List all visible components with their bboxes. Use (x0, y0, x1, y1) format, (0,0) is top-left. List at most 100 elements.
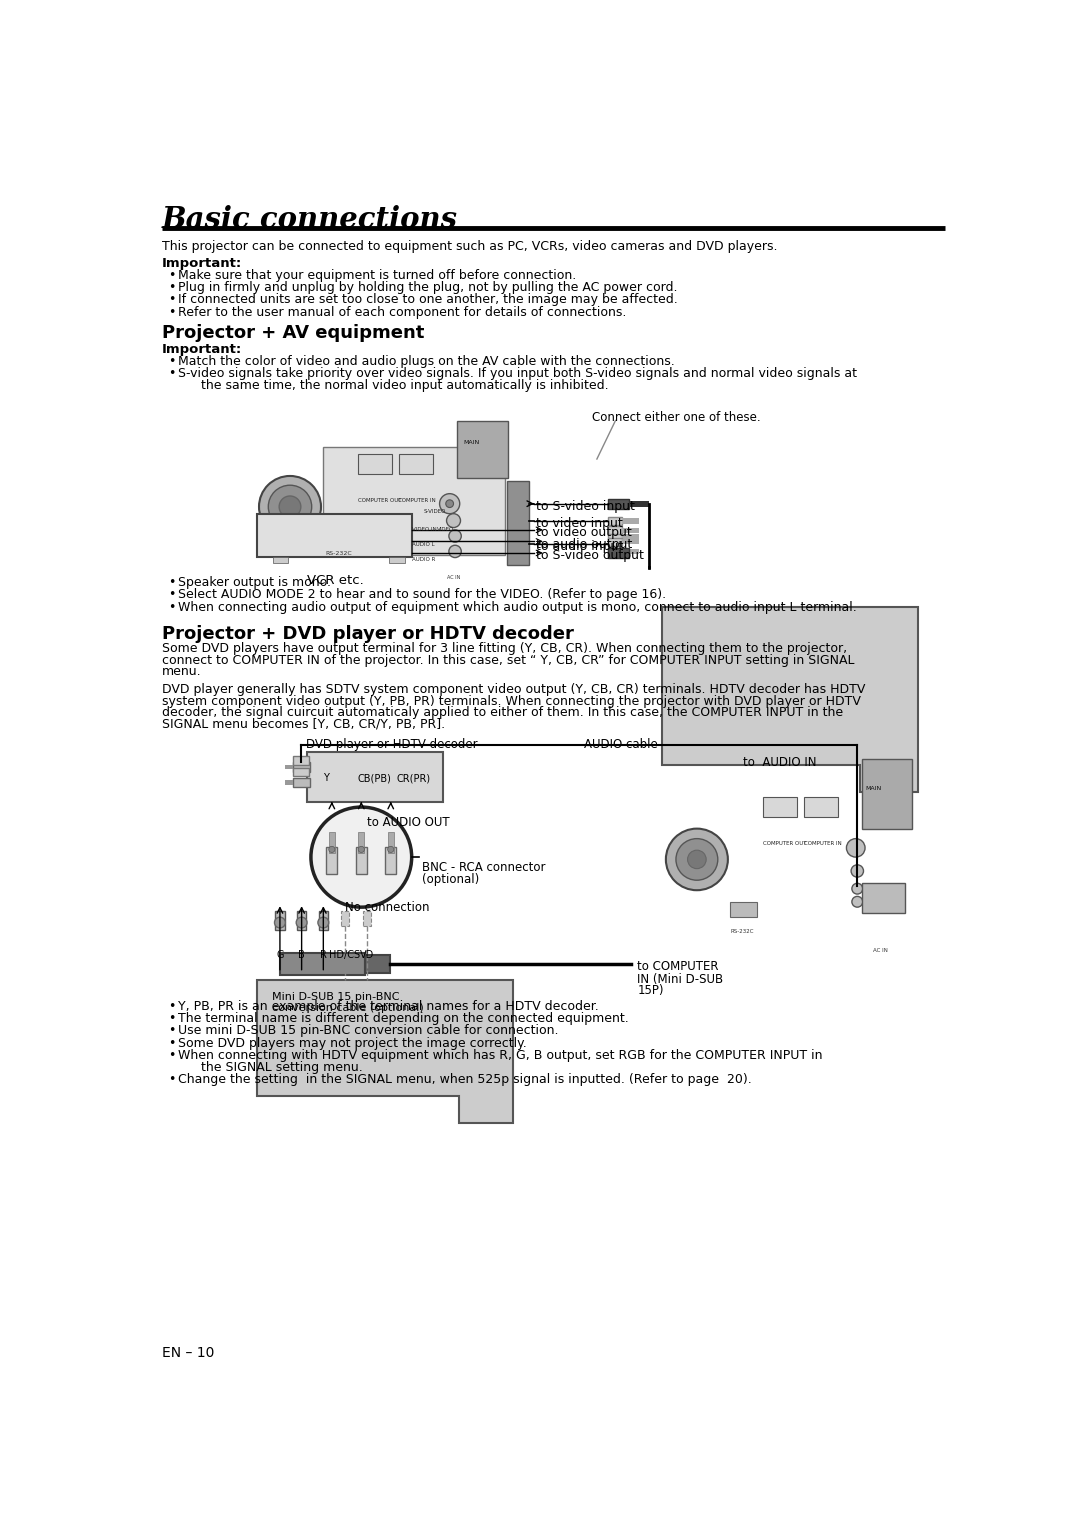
Circle shape (851, 865, 864, 877)
Bar (622, 533, 638, 539)
Circle shape (296, 917, 307, 927)
Text: to COMPUTER: to COMPUTER (637, 960, 718, 973)
Bar (862, 883, 905, 914)
Bar (507, 481, 529, 565)
Text: Some DVD players may not project the image correctly.: Some DVD players may not project the ima… (177, 1036, 526, 1050)
Text: BNC - RCA connector: BNC - RCA connector (422, 860, 545, 874)
Circle shape (279, 497, 301, 518)
Text: S-VIDEO: S-VIDEO (424, 509, 446, 513)
Bar (359, 454, 392, 474)
Bar (804, 798, 838, 817)
Text: •: • (168, 1012, 176, 1025)
Text: (optional): (optional) (422, 872, 480, 886)
Bar (341, 911, 349, 926)
Bar (730, 902, 757, 917)
Bar (356, 847, 367, 874)
Bar (297, 911, 307, 931)
Text: HD/CS: HD/CS (329, 949, 361, 960)
Text: Select AUDIO MODE 2 to hear and to sound for the VIDEO. (Refer to page 16).: Select AUDIO MODE 2 to hear and to sound… (177, 588, 665, 602)
Bar (365, 955, 390, 973)
Text: system component video output (Y, PB, PR) terminals. When connecting the project: system component video output (Y, PB, PR… (162, 695, 861, 707)
Text: DVD player or HDTV decoder: DVD player or HDTV decoder (306, 738, 477, 750)
Text: COMPUTER OUT: COMPUTER OUT (359, 498, 402, 503)
Circle shape (268, 486, 312, 529)
Polygon shape (662, 607, 918, 792)
Text: AC IN: AC IN (447, 575, 461, 579)
Text: EN – 10: EN – 10 (162, 1346, 215, 1360)
Text: Basic connections: Basic connections (162, 205, 458, 234)
Circle shape (328, 847, 335, 853)
Text: CR(PR): CR(PR) (396, 773, 430, 784)
Text: connect to COMPUTER IN of the projector. In this case, set “ Y, CB, CR” for COMP: connect to COMPUTER IN of the projector.… (162, 654, 854, 666)
Bar (275, 911, 284, 931)
Text: RS-232C: RS-232C (326, 552, 352, 556)
Text: to S-video output: to S-video output (537, 549, 645, 562)
Bar (388, 831, 394, 853)
Text: •: • (168, 1074, 176, 1086)
Bar (458, 420, 508, 478)
Polygon shape (257, 981, 513, 1123)
Bar (319, 911, 328, 931)
Text: to AUDIO OUT: to AUDIO OUT (367, 816, 449, 828)
Text: SIGNAL menu becomes [Y, CB, CR/Y, PB, PR].: SIGNAL menu becomes [Y, CB, CR/Y, PB, PR… (162, 718, 445, 730)
Bar (608, 549, 630, 558)
Circle shape (852, 897, 863, 908)
Text: When connecting audio output of equipment which audio output is mono, connect to: When connecting audio output of equipmen… (177, 601, 856, 614)
Bar (273, 556, 288, 562)
Text: Some DVD players have output terminal for 3 line fitting (Y, CB, CR). When conne: Some DVD players have output terminal fo… (162, 642, 847, 656)
Text: •: • (168, 281, 176, 295)
Bar (293, 762, 310, 772)
Text: Projector + DVD player or HDTV decoder: Projector + DVD player or HDTV decoder (162, 625, 573, 643)
Text: Match the color of video and audio plugs on the AV cable with the connections.: Match the color of video and audio plugs… (177, 354, 674, 368)
Text: VIDEO: VIDEO (437, 527, 455, 532)
Text: •: • (168, 293, 176, 307)
Text: the SIGNAL setting menu.: the SIGNAL setting menu. (186, 1060, 363, 1074)
Bar (389, 556, 405, 562)
Text: AUDIO cable: AUDIO cable (584, 738, 658, 750)
Text: VCR etc.: VCR etc. (307, 573, 363, 587)
Text: Make sure that your equipment is turned off before connection.: Make sure that your equipment is turned … (177, 269, 576, 281)
Circle shape (388, 847, 394, 853)
Text: conversion cable (optional): conversion cable (optional) (272, 1002, 424, 1013)
Bar (622, 539, 638, 544)
Text: IN (Mini D-SUB: IN (Mini D-SUB (637, 973, 724, 986)
Circle shape (666, 828, 728, 891)
Circle shape (359, 847, 364, 853)
Text: This projector can be connected to equipment such as PC, VCRs, video cameras and: This projector can be connected to equip… (162, 240, 778, 252)
Bar (326, 524, 353, 539)
Bar (328, 831, 335, 853)
Circle shape (440, 494, 460, 513)
Text: MAIN: MAIN (463, 440, 480, 445)
Bar (622, 549, 638, 555)
Bar (285, 764, 293, 769)
Text: to S-video input: to S-video input (537, 500, 635, 513)
Text: Use mini D-SUB 15 pin-BNC conversion cable for connection.: Use mini D-SUB 15 pin-BNC conversion cab… (177, 1024, 558, 1038)
Text: 15P): 15P) (637, 984, 664, 998)
Text: •: • (168, 1024, 176, 1038)
Bar (359, 831, 364, 853)
Circle shape (259, 475, 321, 538)
Text: No connection: No connection (345, 902, 430, 914)
Bar (285, 781, 293, 785)
Text: •: • (168, 576, 176, 590)
Circle shape (449, 530, 461, 542)
Bar (293, 778, 310, 787)
Bar (363, 911, 370, 926)
Bar (608, 516, 622, 526)
Text: •: • (168, 367, 176, 380)
Text: menu.: menu. (162, 665, 202, 678)
Text: to video output: to video output (537, 526, 632, 539)
Text: Y: Y (323, 773, 328, 784)
Bar (608, 500, 630, 509)
Bar (293, 767, 309, 776)
Bar (293, 756, 309, 764)
Text: COMPUTER IN: COMPUTER IN (399, 498, 436, 503)
Circle shape (318, 917, 328, 927)
Text: decoder, the signal cuircuit automaticaly applied to either of them. In this cas: decoder, the signal cuircuit automatical… (162, 706, 843, 720)
Text: AUDIO R: AUDIO R (413, 556, 436, 562)
Bar (608, 532, 622, 541)
Text: The terminal name is different depending on the connected equipment.: The terminal name is different depending… (177, 1012, 629, 1025)
Text: to audio output: to audio output (537, 538, 633, 550)
Text: Plug in firmly and unplug by holding the plug, not by pulling the AC power cord.: Plug in firmly and unplug by holding the… (177, 281, 677, 295)
Text: •: • (168, 999, 176, 1013)
